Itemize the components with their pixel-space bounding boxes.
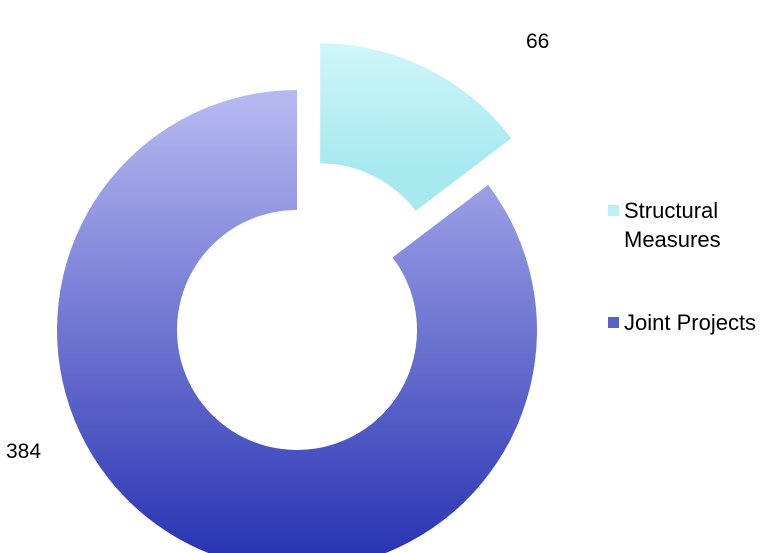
legend-label-joint-projects: Joint Projects bbox=[624, 310, 757, 335]
slice-structural-measures bbox=[320, 43, 512, 211]
legend-label-structural-measures: Structural Measures bbox=[624, 198, 721, 252]
legend-swatch-joint-projects bbox=[608, 317, 619, 328]
legend-item-joint-projects: Joint Projects bbox=[608, 308, 765, 337]
legend-swatch-structural-measures bbox=[608, 205, 619, 216]
data-label-joint-projects: 384 bbox=[6, 440, 41, 463]
data-label-structural-measures: 66 bbox=[526, 30, 549, 53]
legend-item-structural-measures: Structural Measures bbox=[608, 196, 765, 254]
slice-joint-projects bbox=[57, 90, 537, 553]
legend: Structural Measures Joint Projects bbox=[608, 196, 765, 391]
